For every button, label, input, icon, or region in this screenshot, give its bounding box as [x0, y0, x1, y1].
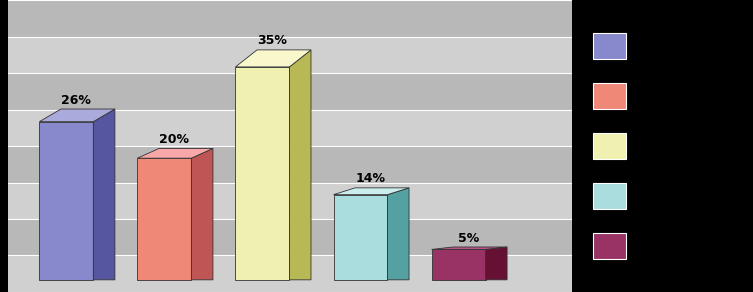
- Polygon shape: [486, 247, 507, 280]
- Polygon shape: [289, 50, 311, 280]
- Polygon shape: [334, 188, 409, 195]
- Polygon shape: [8, 0, 572, 36]
- Polygon shape: [191, 148, 213, 280]
- Text: 20%: 20%: [159, 133, 189, 146]
- Polygon shape: [236, 50, 311, 67]
- Polygon shape: [8, 36, 572, 73]
- FancyBboxPatch shape: [593, 233, 626, 259]
- Text: 14%: 14%: [355, 172, 386, 185]
- Polygon shape: [8, 256, 572, 292]
- Polygon shape: [8, 73, 572, 110]
- Polygon shape: [8, 182, 572, 219]
- FancyBboxPatch shape: [593, 33, 626, 59]
- Polygon shape: [93, 109, 115, 280]
- Polygon shape: [138, 158, 191, 280]
- Polygon shape: [236, 67, 289, 280]
- Polygon shape: [39, 122, 93, 280]
- FancyBboxPatch shape: [593, 183, 626, 209]
- Text: 26%: 26%: [61, 93, 91, 107]
- Polygon shape: [431, 247, 507, 249]
- Polygon shape: [8, 146, 572, 182]
- FancyBboxPatch shape: [593, 133, 626, 159]
- Polygon shape: [388, 188, 409, 280]
- Polygon shape: [39, 109, 115, 122]
- FancyBboxPatch shape: [593, 83, 626, 109]
- Text: 35%: 35%: [258, 34, 287, 48]
- Polygon shape: [431, 249, 486, 280]
- Polygon shape: [8, 110, 572, 146]
- Polygon shape: [8, 219, 572, 256]
- Polygon shape: [334, 195, 388, 280]
- Text: 5%: 5%: [458, 232, 479, 245]
- Polygon shape: [138, 148, 213, 158]
